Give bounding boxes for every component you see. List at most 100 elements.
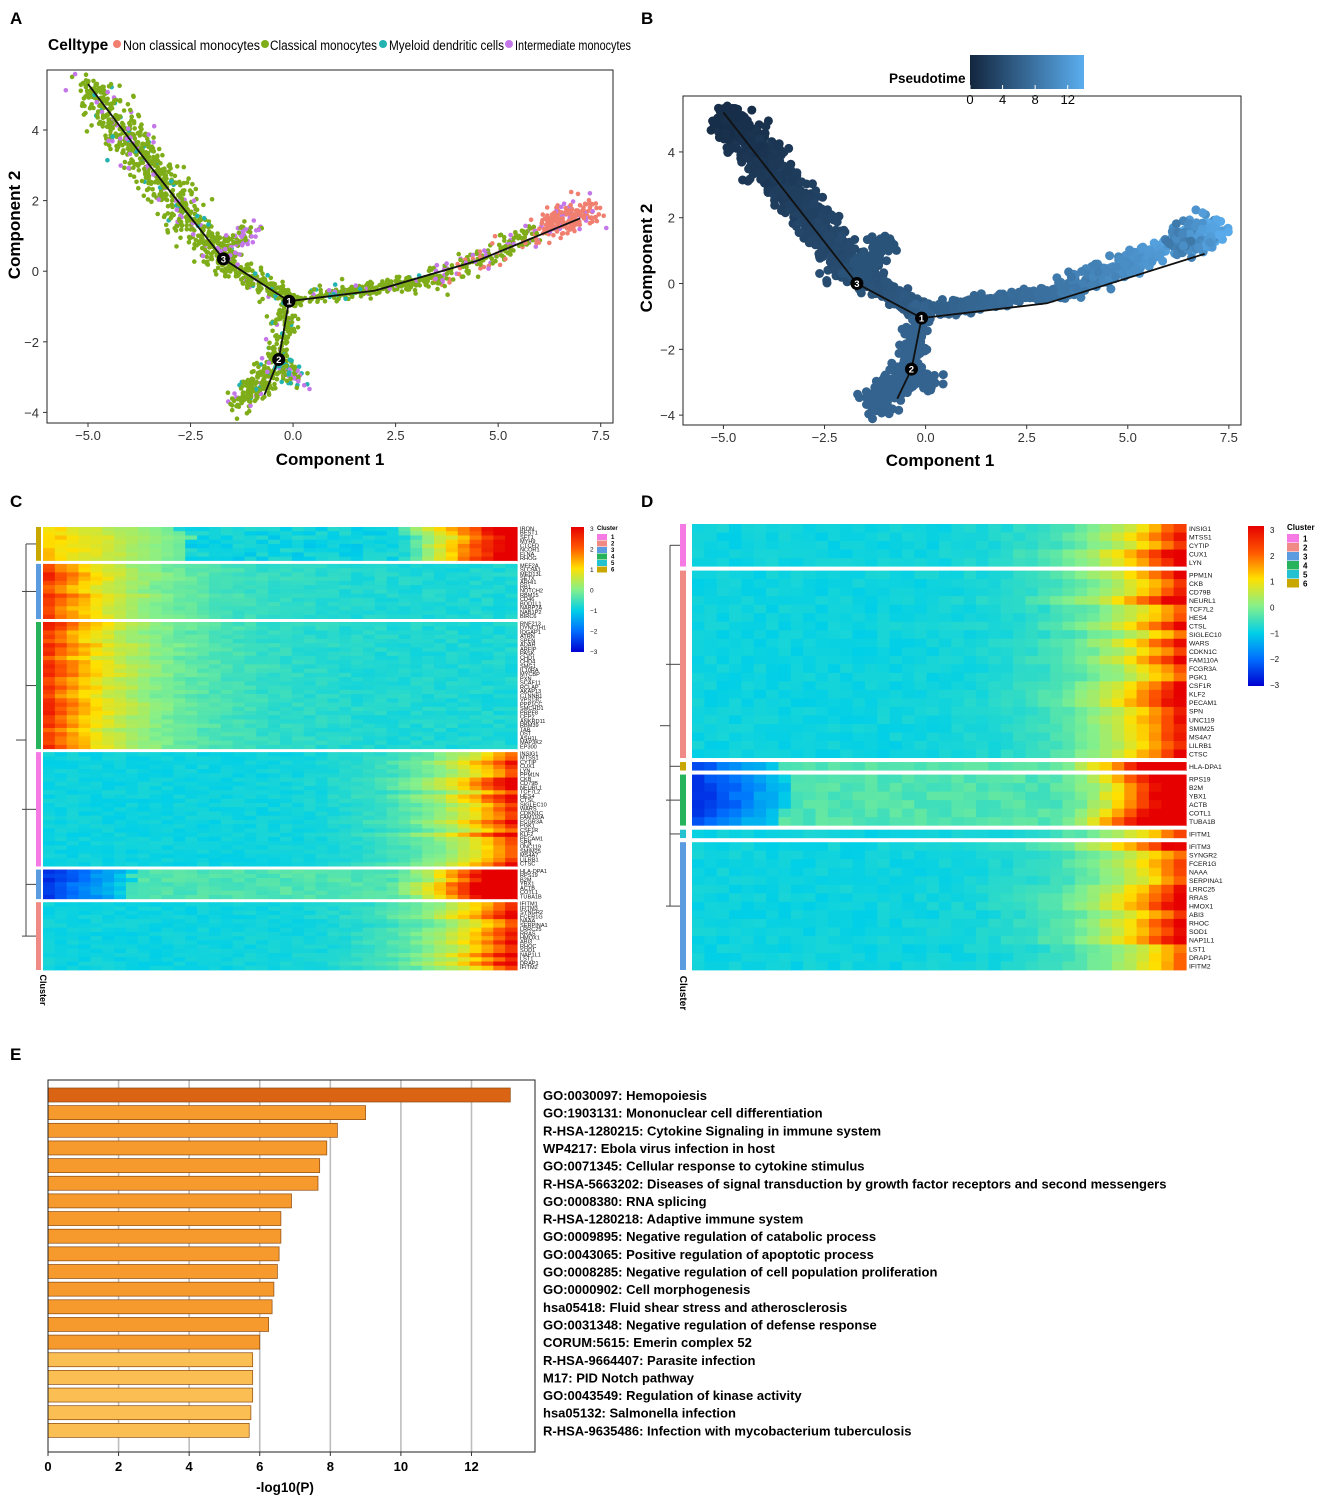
heat-cell [315,597,328,603]
cell-point [176,192,181,198]
heat-cell [422,602,435,607]
x-tick-label: 0.0 [917,430,935,445]
heat-cell [114,621,127,627]
cell-point [273,385,278,391]
cell-point [137,156,143,161]
heat-cell [125,597,139,603]
cell-point [159,193,164,199]
heat-cell [434,563,447,569]
heat-cell [481,589,494,594]
heat-cell [54,543,68,549]
heat-cell [54,556,68,562]
cell-point [533,244,539,249]
heat-cell [102,585,115,590]
heat-cell [256,593,269,599]
cell-point [188,227,193,232]
heat-cell [220,606,234,611]
cell-point [100,113,106,118]
cell-point [552,210,557,216]
heat-cell [78,539,91,545]
heat-cell [374,606,388,611]
heat-cell [351,589,364,594]
cell-point [368,296,374,301]
cell-point [264,314,270,319]
cell-point [861,387,871,397]
heat-cell [137,556,151,562]
cell-point [260,378,266,384]
cell-point [885,242,895,252]
heat-cell [445,610,459,616]
heat-cell [244,539,257,545]
heat-cell [386,597,400,603]
cell-point [893,379,903,389]
cell-point [201,202,206,208]
heat-cell [220,597,234,603]
heat-cell [268,539,281,545]
cell-point [267,292,272,297]
cell-point [559,210,564,215]
cell-point [289,319,295,325]
cell-point [437,273,443,279]
heat-cell [90,531,103,536]
heat-cell [137,531,151,536]
heat-cell [268,580,281,586]
heat-cell [66,552,80,558]
cell-point [256,364,261,370]
heat-cell [208,621,222,627]
cell-point [545,213,550,218]
heat-cell [469,602,483,607]
heat-cell [90,606,103,611]
heat-cell [291,568,305,573]
heat-cell [493,527,506,532]
cell-point [236,404,242,410]
cell-point [151,135,156,140]
cell-point [238,225,243,231]
cell-point [811,186,821,196]
heat-cell [481,572,494,578]
heat-cell [386,527,400,532]
heat-cell [362,621,376,627]
cell-point [265,369,270,375]
cell-point [142,172,148,177]
heat-cell [422,597,435,603]
cell-point [108,146,113,152]
cell-point [229,396,235,401]
heat-cell [280,572,293,578]
cell-point [248,403,253,409]
heat-cell [66,531,80,536]
cell-point [80,101,85,106]
heat-cell [102,572,115,578]
heat-cell [386,572,400,578]
cell-point [1132,254,1142,264]
cell-point [99,109,105,115]
cell-point [413,291,418,296]
cell-point [357,286,363,292]
heat-cell [125,580,139,586]
heat-cell [66,610,80,616]
cell-points-b [706,101,1233,424]
heat-cell [434,597,447,603]
cell-point [178,182,183,188]
x-tick-label: −5.0 [711,430,737,445]
heat-cell [493,593,506,599]
heat-cell [197,531,210,536]
heat-cell [220,589,234,594]
heat-cell [469,543,483,549]
heat-cell [327,610,340,616]
cell-point [262,277,268,282]
heat-cell [291,597,305,603]
heat-cell [43,614,56,620]
heat-cell [149,548,163,553]
heat-cell [114,585,127,590]
heat-cell [268,563,281,569]
heat-cell [469,593,483,599]
heat-cell [102,563,115,569]
cell-point [223,233,229,238]
heat-cell [149,552,163,558]
cell-point [145,197,151,202]
cell-point [385,277,390,283]
cell-point [288,376,293,382]
cell-point [254,360,260,366]
heat-cell [351,572,364,578]
cell-point [201,215,207,221]
